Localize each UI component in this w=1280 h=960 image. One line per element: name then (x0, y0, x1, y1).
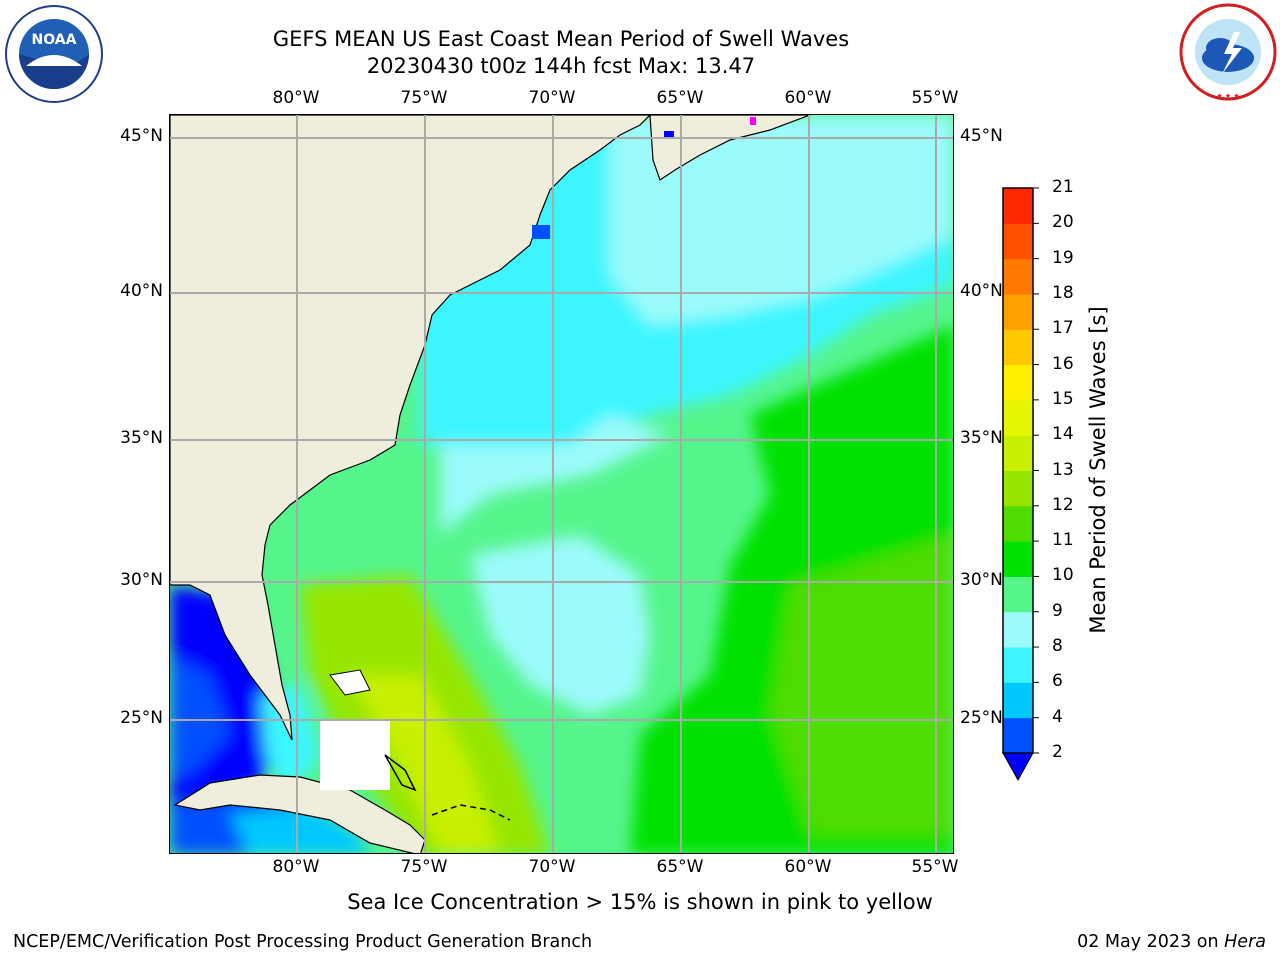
colorbar-segment (1003, 435, 1033, 471)
colorbar-tick-label: 16 (1052, 353, 1074, 374)
latitude-label: 45°N (120, 126, 163, 146)
bahamas-island (329, 669, 371, 696)
colorbar (1002, 187, 1039, 782)
colorbar-segment (1003, 541, 1033, 577)
region-cyan-caribbean (230, 805, 369, 853)
latitude-label: 40°N (960, 281, 1003, 301)
gulf-st-lawrence-blue (664, 131, 674, 139)
longitude-label: 80°W (272, 88, 320, 108)
colorbar-tick-label: 18 (1052, 282, 1074, 303)
latitude-label: 45°N (960, 126, 1003, 146)
region-lightcyan-central (470, 535, 650, 715)
colorbar-tick-label: 17 (1052, 318, 1074, 339)
colorbar-extend-triangle (1002, 752, 1034, 782)
region-lightcyan-north (610, 115, 953, 325)
latitude-label: 40°N (120, 281, 163, 301)
colorbar-title: Mean Period of Swell Waves [s] (1086, 306, 1110, 634)
sea-ice-notice: Sea Ice Concentration > 15% is shown in … (347, 890, 933, 914)
land-nova-scotia (649, 115, 811, 181)
map-panel (169, 114, 954, 854)
colorbar-tick-label: 13 (1052, 459, 1074, 480)
svg-text:★ ★ ★: ★ ★ ★ (1216, 92, 1239, 100)
noaa-logo: NOAA (4, 4, 104, 104)
noaa-logo-text: NOAA (32, 32, 77, 48)
colorbar-tick-label: 20 (1052, 212, 1074, 233)
colorbar-segment (1003, 364, 1033, 401)
region-cyan-straits (260, 685, 320, 795)
latitude-label: 30°N (120, 570, 163, 590)
region-blue-gulf-inner (170, 655, 230, 775)
longitude-label: 70°W (528, 88, 576, 108)
colorbar-segment (1003, 223, 1033, 260)
colorbar-segment (1003, 717, 1033, 754)
longitude-label: 55°W (911, 857, 959, 877)
longitude-label: 70°W (528, 857, 576, 877)
latitude-label: 25°N (120, 708, 163, 728)
colorbar-segment (1003, 611, 1033, 648)
colorbar-tick-label: 15 (1052, 388, 1074, 409)
longitude-label: 80°W (272, 857, 320, 877)
colorbar-tick-label: 12 (1052, 494, 1074, 515)
latitude-label: 25°N (960, 708, 1003, 728)
colorbar-segment (1003, 470, 1033, 507)
longitude-label: 65°W (656, 857, 704, 877)
nws-logo: ★ ★ ★ (1178, 2, 1278, 102)
chart-title: GEFS MEAN US East Coast Mean Period of S… (272, 27, 850, 51)
chart-subtitle: 20230430 t00z 144h fcst Max: 13.47 (366, 54, 756, 78)
colorbar-segment (1003, 188, 1033, 224)
latitude-label: 35°N (120, 428, 163, 448)
swell-period-map (170, 115, 953, 853)
footer-machine: Hera (1224, 932, 1266, 952)
bahamas-blank (320, 720, 390, 790)
colorbar-tick-label: 4 (1052, 706, 1063, 727)
longitude-label: 60°W (784, 857, 832, 877)
region-lightcyan-coast (440, 415, 670, 535)
footer-branch: NCEP/EMC/Verification Post Processing Pr… (13, 932, 593, 952)
colorbar-svg (1002, 187, 1039, 782)
colorbar-tick-label: 2 (1052, 742, 1063, 762)
latitude-label: 35°N (960, 428, 1003, 448)
colorbar-segment (1003, 258, 1033, 295)
bahamas-chain (431, 804, 511, 821)
footer-date: 02 May 2023 on Hera (1077, 932, 1266, 952)
colorbar-segment (1003, 293, 1033, 330)
colorbar-segment (1003, 682, 1033, 719)
colorbar-segment (1003, 576, 1033, 613)
region-green-southeast (770, 535, 953, 835)
colorbar-segment (1003, 329, 1033, 366)
colorbar-tick-label: 14 (1052, 424, 1074, 445)
cape-cod-blue (532, 225, 550, 239)
sea-ice-point (750, 117, 756, 125)
longitude-label: 60°W (784, 88, 832, 108)
colorbar-tick-label: 8 (1052, 636, 1063, 657)
longitude-label: 75°W (400, 857, 448, 877)
latitude-label: 30°N (960, 570, 1003, 590)
colorbar-segment (1003, 399, 1033, 436)
land-us (170, 115, 651, 741)
colorbar-tick-label: 10 (1052, 565, 1074, 586)
longitude-label: 65°W (656, 88, 704, 108)
colorbar-tick-label: 21 (1052, 177, 1074, 197)
longitude-label: 55°W (911, 88, 959, 108)
colorbar-tick-label: 6 (1052, 671, 1063, 692)
footer-date-text: 02 May 2023 on (1077, 932, 1225, 952)
colorbar-tick-label: 19 (1052, 247, 1074, 268)
colorbar-segment (1003, 505, 1033, 542)
graticule (170, 115, 953, 853)
colorbar-segment (1003, 647, 1033, 683)
colorbar-tick-label: 11 (1052, 530, 1074, 551)
colorbar-tick-label: 9 (1052, 600, 1063, 621)
bahamas-island-2 (384, 754, 417, 792)
longitude-label: 75°W (400, 88, 448, 108)
